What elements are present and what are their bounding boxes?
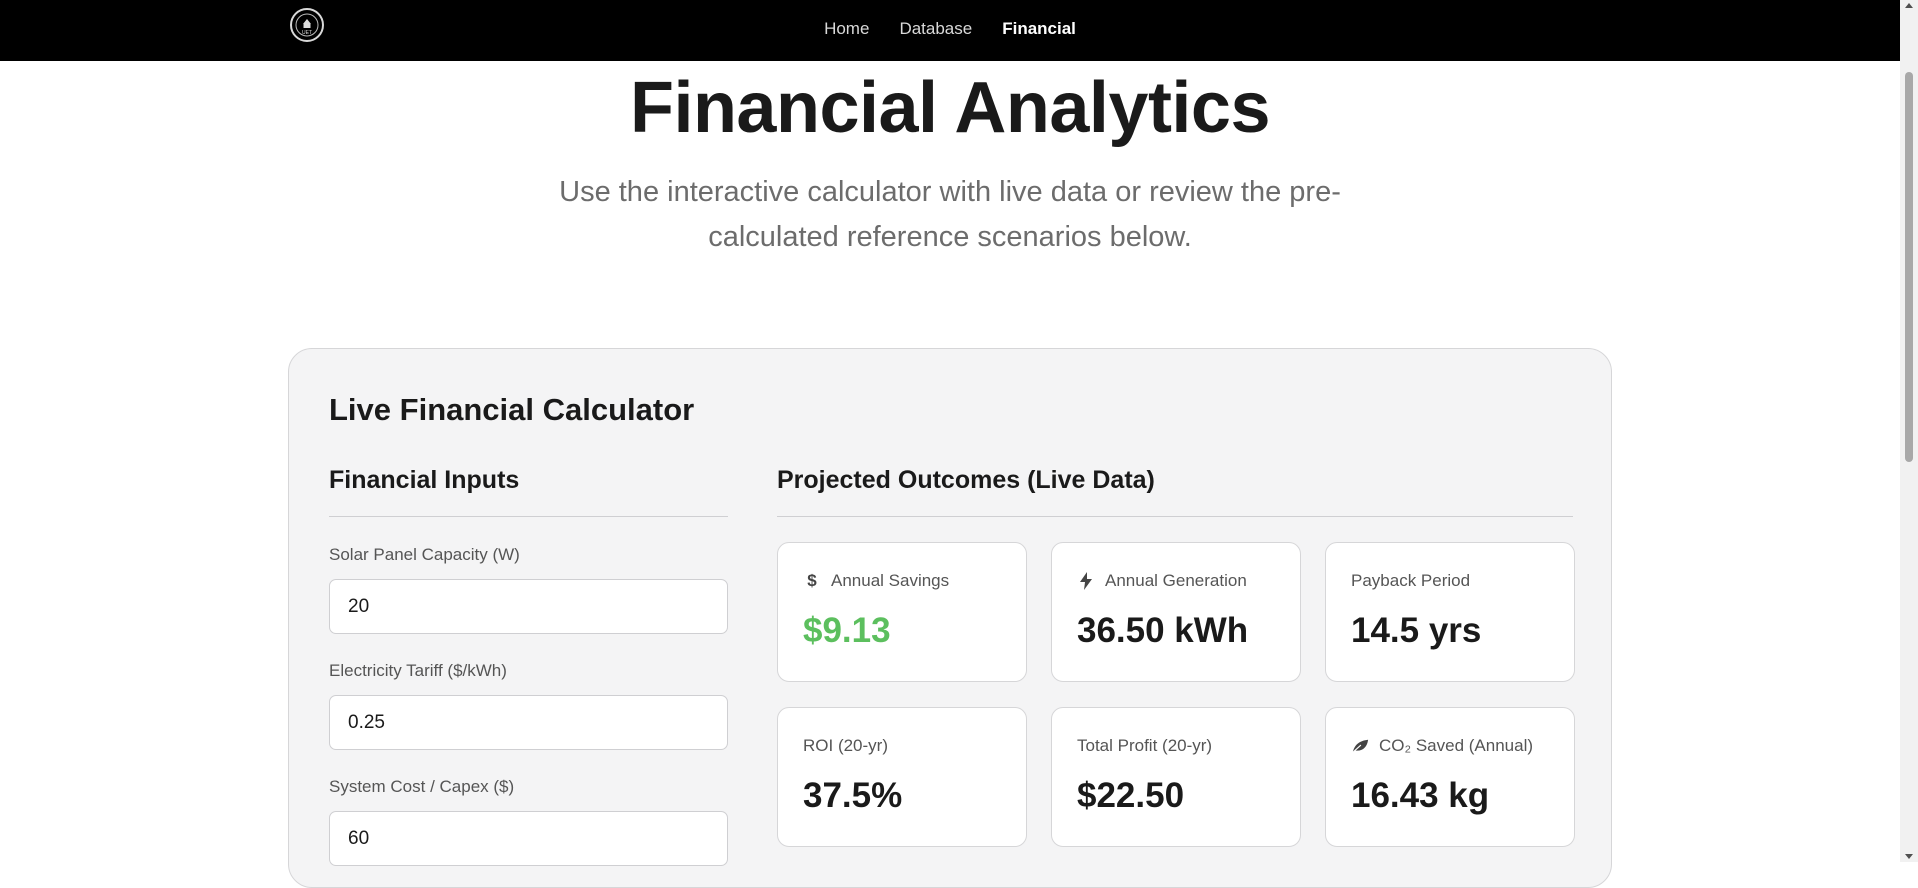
projected-outcomes-heading: Projected Outcomes (Live Data) [777, 466, 1155, 494]
svg-text:UET: UET [302, 30, 312, 36]
metric-label-annual-generation: Annual Generation [1105, 571, 1247, 590]
metric-value-annual-savings: $9.13 [803, 611, 891, 650]
dollar-icon: $ [807, 571, 817, 590]
electricity-tariff-input[interactable] [329, 695, 728, 750]
page-scrollbar[interactable] [1900, 0, 1918, 862]
metric-label-total-profit: Total Profit (20-yr) [1077, 736, 1213, 755]
panel-capacity-label: Solar Panel Capacity (W) [329, 545, 520, 564]
metric-value-co2-saved: 16.43 kg [1351, 776, 1490, 815]
system-cost-input[interactable] [329, 811, 728, 866]
inputs-divider [329, 516, 728, 517]
top-nav-bar: UET Home Database Financial [0, 0, 1900, 61]
panel-capacity-input[interactable] [329, 579, 728, 634]
nav-link-financial[interactable]: Financial [1002, 19, 1076, 38]
system-cost-label: System Cost / Capex ($) [329, 777, 515, 796]
scrollbar-thumb[interactable] [1905, 72, 1913, 462]
lightning-bolt-icon [1077, 572, 1095, 590]
outcomes-divider [777, 516, 1573, 517]
electricity-tariff-label: Electricity Tariff ($/kWh) [329, 661, 507, 680]
metric-label-annual-savings: Annual Savings [831, 571, 950, 590]
scroll-down-arrow-icon[interactable] [1905, 854, 1913, 859]
metric-value-payback-period: 14.5 yrs [1351, 611, 1482, 650]
page-title: Financial Analytics [629, 68, 1271, 148]
main-nav: Home Database Financial [0, 0, 1900, 58]
metric-card-annual-generation: Annual Generation 36.50 kWh [1051, 542, 1301, 682]
financial-inputs-heading: Financial Inputs [329, 466, 520, 494]
metric-card-co2-saved: CO₂ Saved (Annual) 16.43 kg [1325, 707, 1575, 847]
metric-value-annual-generation: 36.50 kWh [1077, 611, 1249, 650]
metric-card-total-profit: Total Profit (20-yr) $22.50 [1051, 707, 1301, 847]
metric-value-roi: 37.5% [803, 776, 903, 815]
metric-label-payback-period: Payback Period [1351, 571, 1471, 590]
metric-label-roi: ROI (20-yr) [803, 736, 888, 755]
metric-card-annual-savings: $ Annual Savings $9.13 [777, 542, 1027, 682]
university-logo-icon[interactable]: UET [290, 8, 324, 42]
nav-link-database[interactable]: Database [899, 19, 973, 38]
metric-card-payback-period: Payback Period 14.5 yrs [1325, 542, 1575, 682]
page-subtitle: Use the interactive calculator with live… [559, 176, 1341, 253]
calculator-title: Live Financial Calculator [329, 392, 695, 427]
metric-card-roi: ROI (20-yr) 37.5% [777, 707, 1027, 847]
leaf-icon [1351, 738, 1369, 754]
scroll-up-arrow-icon[interactable] [1905, 3, 1913, 8]
metric-value-total-profit: $22.50 [1077, 776, 1185, 815]
nav-link-home[interactable]: Home [824, 19, 870, 38]
metric-label-co2-saved: CO₂ Saved (Annual) [1379, 736, 1534, 755]
